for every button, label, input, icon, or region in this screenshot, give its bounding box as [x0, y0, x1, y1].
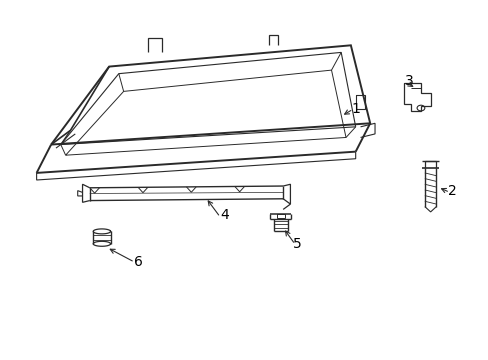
Text: 5: 5: [293, 237, 302, 251]
Text: 2: 2: [447, 184, 456, 198]
Text: 3: 3: [404, 74, 412, 88]
Text: 1: 1: [350, 102, 359, 116]
Text: 4: 4: [221, 208, 229, 222]
Text: 6: 6: [133, 255, 142, 269]
